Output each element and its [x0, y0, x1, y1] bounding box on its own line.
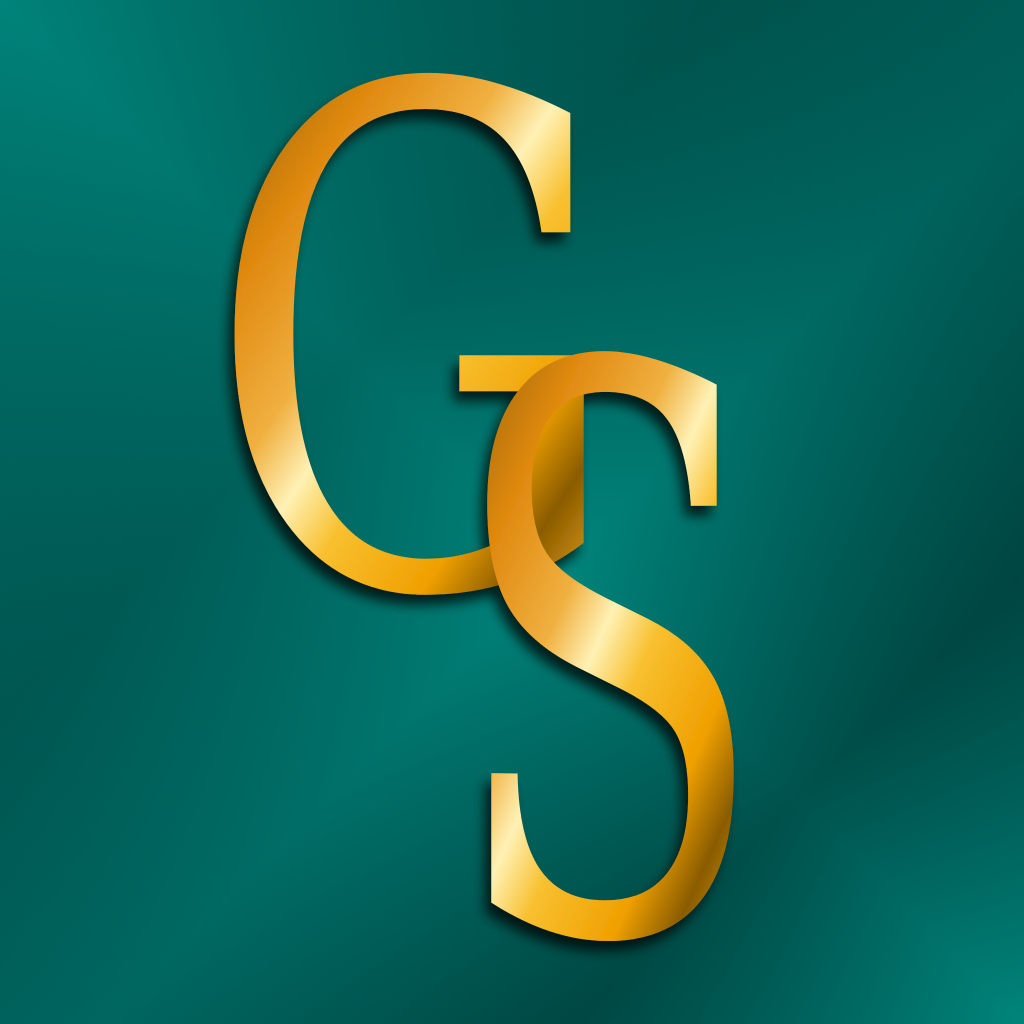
- monogram-letter-g: G: [205, 0, 625, 748]
- monogram-letter-s: S: [448, 206, 768, 1024]
- monogram-letters: G S: [205, 0, 768, 1024]
